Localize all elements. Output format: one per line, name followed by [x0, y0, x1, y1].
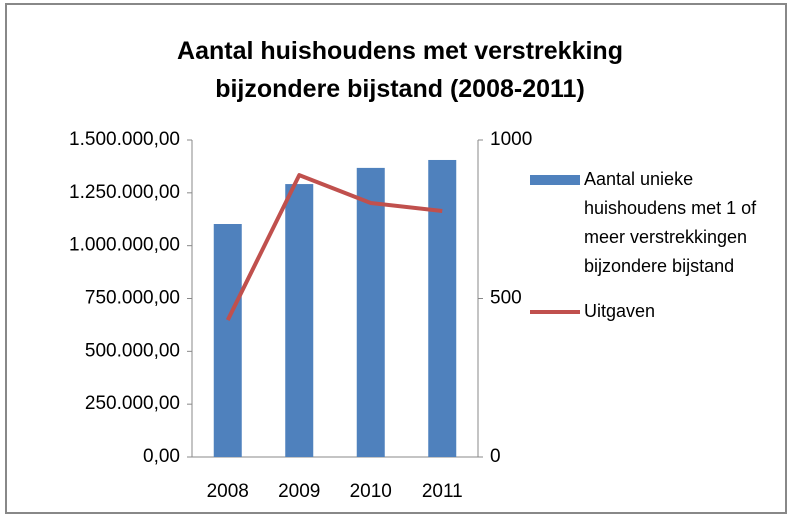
y2-tick-label: 1000 [490, 129, 532, 150]
y2-tick-label: 500 [490, 288, 522, 309]
legend-swatch [530, 175, 580, 185]
y2-tick-label: 0 [490, 446, 501, 467]
legend-label: Aantal unieke huishoudens met 1 of meer … [584, 169, 757, 276]
bar [428, 159, 457, 457]
bar [356, 167, 385, 457]
y-tick-label: 0,00 [143, 446, 180, 467]
bar [285, 184, 314, 458]
y-tick-label: 1.000.000,00 [69, 235, 180, 256]
chart-title: Aantal huishoudens met verstrekking bijz… [177, 37, 623, 103]
frame-border [5, 3, 787, 514]
x-tick-label: 2009 [278, 481, 320, 502]
y-tick-label: 250.000,00 [85, 393, 180, 414]
x-tick-label: 2011 [422, 481, 463, 502]
y-tick-label: 1.250.000,00 [69, 182, 180, 203]
y-tick-label: 750.000,00 [85, 288, 180, 309]
bar [213, 224, 242, 457]
line-series [225, 173, 443, 321]
y-tick-label: 1.500.000,00 [69, 129, 180, 150]
x-tick-label: 2008 [207, 481, 249, 502]
legend-label: Uitgaven [584, 301, 656, 321]
y-tick-label: 500.000,00 [85, 340, 180, 361]
x-tick-label: 2010 [350, 481, 392, 502]
